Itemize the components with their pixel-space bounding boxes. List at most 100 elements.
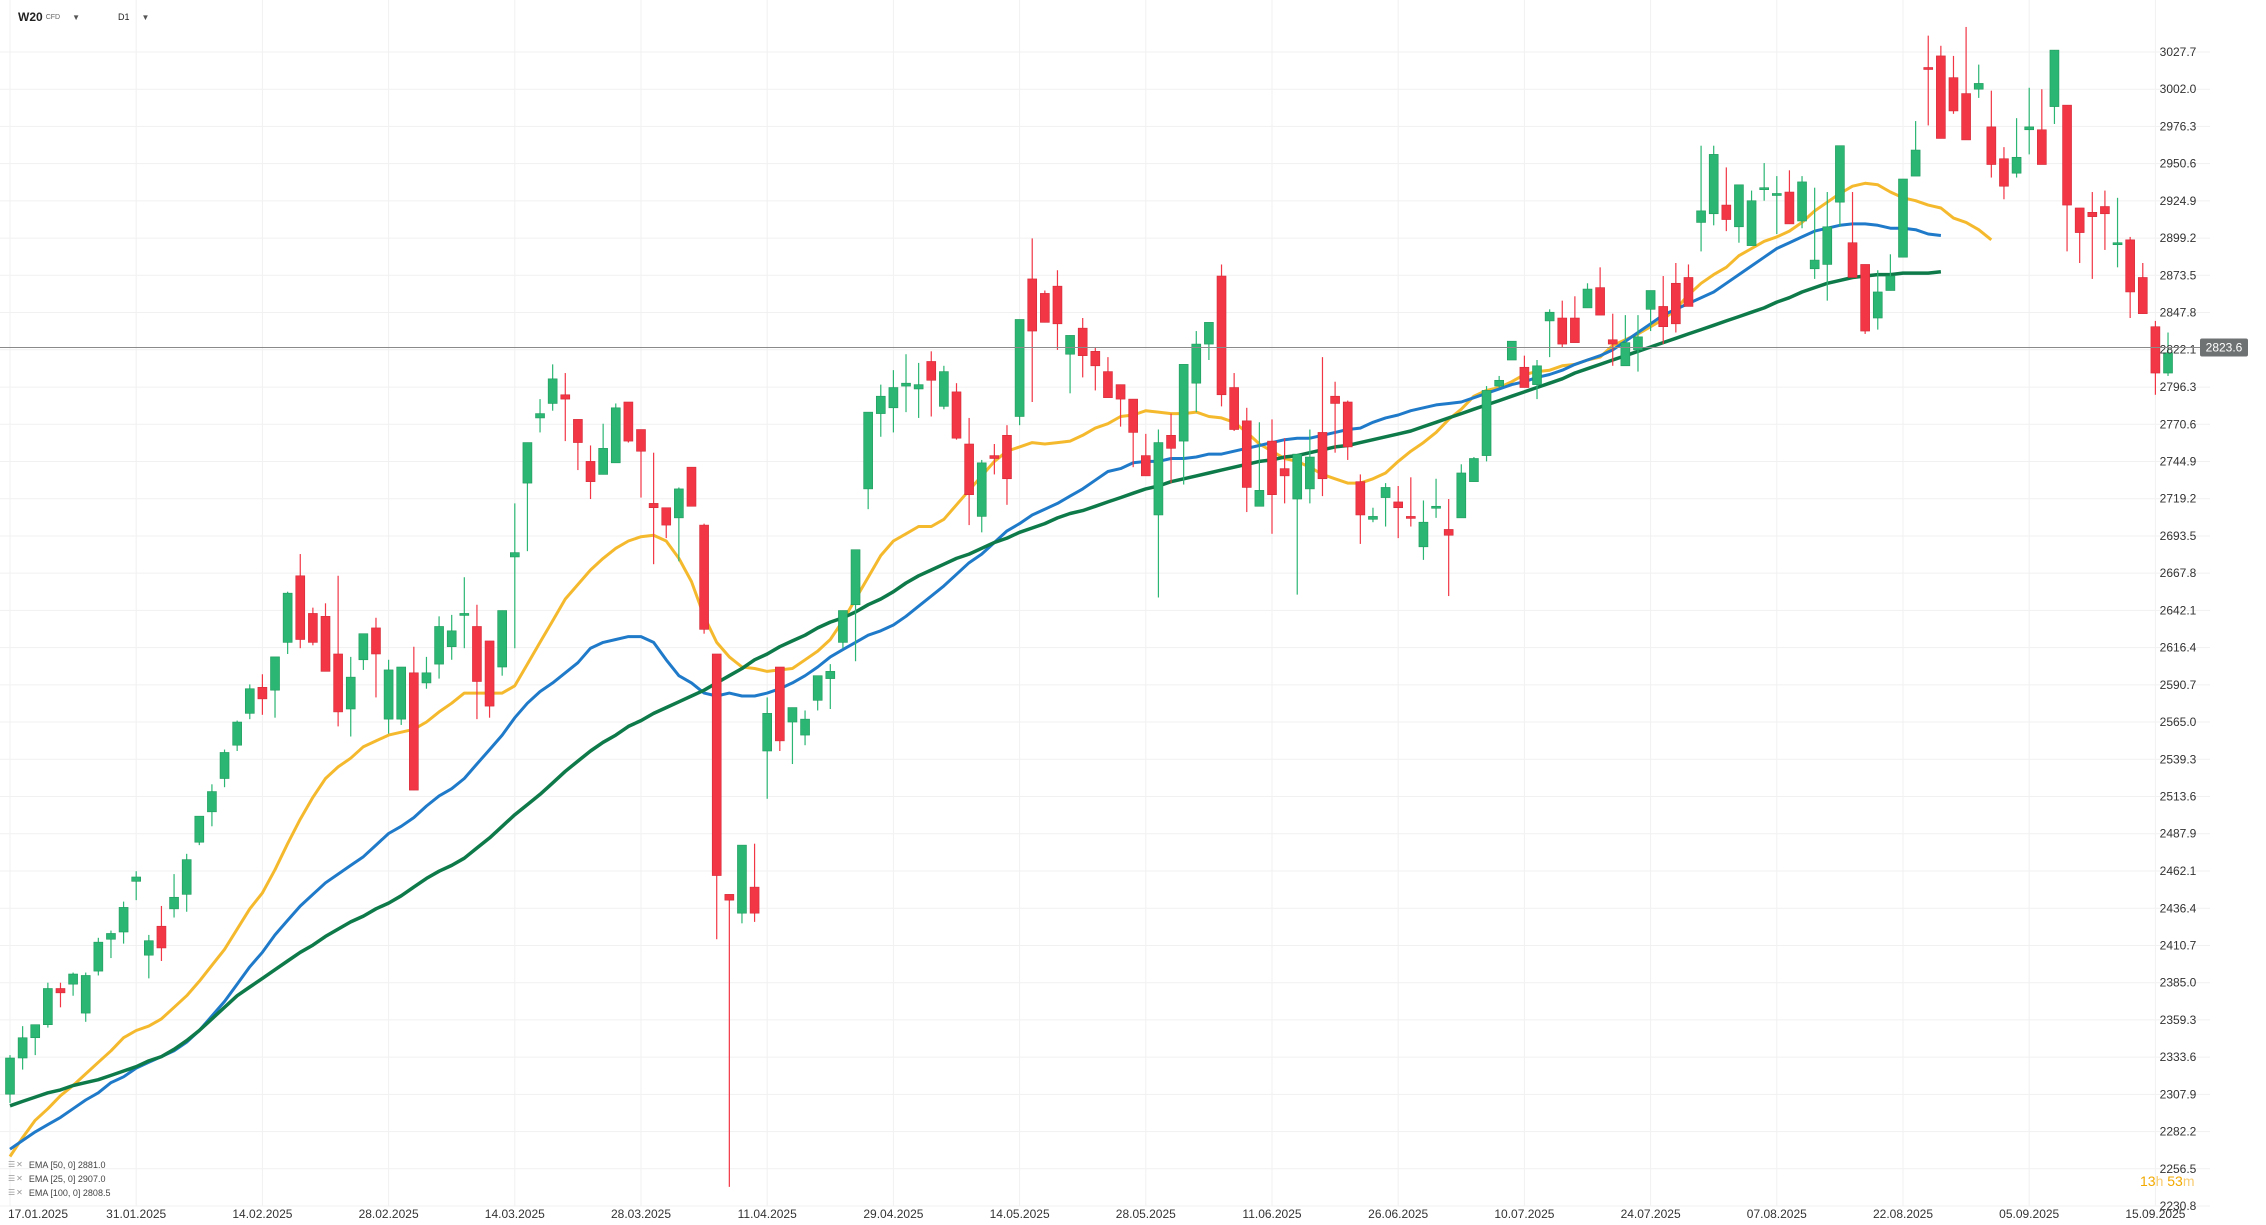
candle	[1734, 184, 1744, 243]
candle	[2150, 320, 2161, 395]
candle-body	[1406, 516, 1416, 519]
candle-body	[1948, 77, 1959, 112]
candle	[358, 633, 369, 670]
symbol-dropdown-icon[interactable]: ▼	[72, 12, 80, 22]
y-tick-label: 2899.2	[2160, 231, 2197, 245]
y-tick-label: 2950.6	[2160, 157, 2197, 171]
y-tick-label: 2847.8	[2160, 306, 2197, 320]
candle	[560, 373, 571, 442]
candle	[1860, 264, 1870, 334]
y-tick-label: 2333.6	[2160, 1050, 2197, 1064]
candle-body	[901, 382, 911, 387]
candle	[1393, 485, 1403, 539]
candle-body	[1216, 275, 1227, 396]
candle-body	[2024, 126, 2034, 131]
candle-body	[1002, 435, 1012, 480]
candle	[1103, 357, 1113, 398]
candle-body	[522, 442, 533, 484]
candle	[118, 901, 129, 944]
x-tick-label: 14.05.2025	[990, 1207, 1050, 1221]
candle-body	[5, 1057, 15, 1095]
candle	[1431, 478, 1441, 518]
candle	[573, 419, 583, 471]
indicator-row-ema50[interactable]: ☰✕ EMA [50, 0] 2881.0	[8, 1158, 110, 1172]
candle-body	[699, 524, 709, 630]
price-axis[interactable]: 3027.7 3002.0 2976.3 2950.6 2924.9 2899.2 2873…	[2160, 45, 2197, 1213]
candle	[648, 452, 659, 565]
timeframe-label[interactable]: D1	[118, 12, 130, 22]
candle	[1368, 507, 1378, 523]
candle	[156, 905, 167, 961]
candle-body	[1809, 259, 1820, 270]
candle-body	[775, 666, 785, 742]
candle	[1948, 55, 1959, 114]
candle-body	[1936, 55, 1946, 139]
ema-line-1	[9, 222, 1942, 1151]
candle	[2087, 192, 2098, 279]
candle-body	[1040, 293, 1050, 323]
y-tick-label: 2230.8	[2160, 1199, 2197, 1213]
candle	[863, 411, 873, 510]
x-tick-label: 10.07.2025	[1494, 1207, 1554, 1221]
candle-body	[1481, 390, 1492, 456]
symbol-name[interactable]: W20	[18, 10, 43, 24]
candle-body	[1835, 145, 1845, 203]
candle-body	[446, 630, 457, 648]
candle-body	[2100, 206, 2110, 215]
y-tick-label: 2590.7	[2160, 678, 2197, 692]
y-tick-label: 2667.8	[2160, 566, 2197, 580]
y-tick-label: 2565.0	[2160, 715, 2197, 729]
indicator-settings-icon[interactable]: ☰✕	[8, 1174, 24, 1183]
candle-body	[1860, 264, 1870, 332]
candle	[295, 554, 306, 649]
candle	[446, 614, 457, 660]
y-tick-label: 2385.0	[2160, 976, 2197, 990]
indicator-row-ema100[interactable]: ☰✕ EMA [100, 0] 2808.5	[8, 1186, 110, 1200]
candle	[1305, 429, 1315, 504]
candle-body	[838, 610, 848, 643]
indicator-settings-icon[interactable]: ☰✕	[8, 1160, 24, 1169]
candle	[964, 417, 974, 526]
candle-body	[1872, 291, 1883, 319]
indicator-settings-icon[interactable]: ☰✕	[8, 1188, 24, 1197]
candle-body	[1570, 317, 1580, 343]
x-tick-label: 11.04.2025	[738, 1207, 797, 1221]
candle	[219, 749, 230, 788]
candle-body	[1683, 277, 1694, 307]
candle	[106, 930, 116, 959]
candle-body	[1847, 242, 1858, 278]
candle-body	[1645, 290, 1656, 310]
candle-body	[1254, 490, 1265, 507]
candle	[989, 444, 1000, 475]
candle	[1746, 190, 1757, 246]
candle-body	[194, 815, 205, 843]
candle-body	[295, 575, 306, 640]
ema-line-0	[8, 181, 1993, 1158]
candle-body	[1986, 126, 1997, 165]
candle-body	[585, 461, 596, 482]
candle-body	[434, 626, 444, 665]
candle	[2125, 236, 2135, 319]
candle	[333, 575, 343, 727]
indicator-label: EMA [25, 0]	[28, 1174, 76, 1184]
indicator-row-ema25[interactable]: ☰✕ EMA [25, 0] 2907.0	[8, 1172, 110, 1186]
candle	[585, 445, 596, 500]
candle-body	[244, 688, 255, 714]
candle-body	[156, 925, 167, 949]
candle	[1910, 121, 1921, 177]
candle-body	[257, 686, 268, 700]
countdown-hours: 13	[2140, 1173, 2156, 1189]
candle	[1355, 474, 1366, 544]
timeframe-dropdown-icon[interactable]: ▼	[141, 12, 150, 22]
candle-body	[1443, 529, 1454, 536]
candle-body	[1229, 387, 1239, 430]
candle-body	[1595, 287, 1605, 316]
x-tick-label: 05.09.2025	[1999, 1207, 2059, 1221]
candle	[875, 384, 886, 437]
candle	[547, 364, 558, 411]
candle-body	[1330, 395, 1340, 404]
time-axis[interactable]: 17.01.2025 31.01.2025 14.02.2025 28.02.2025…	[8, 1207, 2186, 1221]
candle	[17, 1026, 28, 1070]
x-tick-label: 14.03.2025	[485, 1207, 545, 1221]
